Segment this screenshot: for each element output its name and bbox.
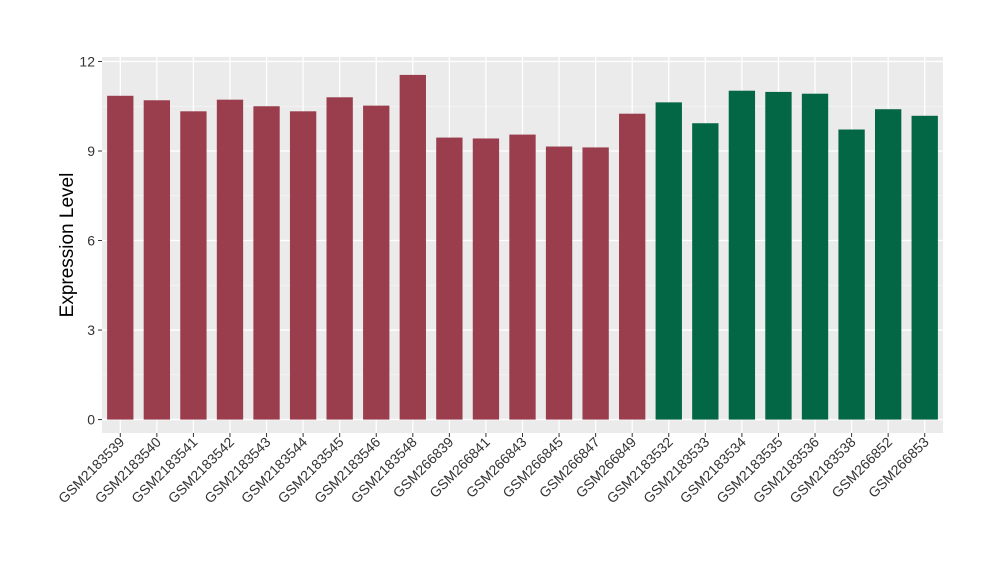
y-tick-label: 9	[87, 143, 95, 159]
bar-GSM266853	[911, 115, 938, 420]
x-axis: GSM2183539GSM2183540GSM2183541GSM2183542…	[55, 433, 932, 506]
bar-GSM266849	[619, 113, 646, 420]
bar-GSM2183543	[253, 106, 280, 420]
y-axis-title: Expression Level	[57, 173, 78, 318]
bar-GSM2183538	[838, 129, 865, 420]
bar-GSM2183540	[143, 100, 171, 420]
bar-GSM2183546	[363, 105, 390, 420]
bar-GSM266852	[874, 109, 902, 420]
bar-GSM2183534	[728, 90, 756, 420]
bar-GSM266843	[509, 134, 536, 420]
bar-GSM2183545	[326, 97, 353, 420]
bar-GSM266841	[472, 138, 500, 420]
y-tick-label: 3	[87, 322, 95, 338]
bar-GSM2183532	[655, 102, 682, 420]
bar-GSM2183533	[692, 123, 719, 420]
bar-GSM2183548	[399, 74, 426, 420]
bar-GSM2183535	[765, 91, 792, 420]
y-tick-label: 12	[79, 53, 95, 69]
bar-GSM266847	[582, 147, 609, 420]
y-axis: 0 3 6 9 12	[79, 53, 102, 428]
bar-GSM266839	[436, 137, 463, 420]
bar-GSM2183536	[801, 93, 829, 420]
y-tick-label: 6	[87, 233, 95, 249]
bar-GSM266845	[545, 146, 573, 420]
bar-series	[107, 74, 938, 420]
bar-GSM2183541	[180, 111, 207, 420]
bar-GSM2183539	[107, 95, 134, 420]
bar-GSM2183544	[289, 111, 317, 420]
bar-GSM2183542	[216, 99, 244, 420]
y-tick-label: 0	[87, 412, 95, 428]
